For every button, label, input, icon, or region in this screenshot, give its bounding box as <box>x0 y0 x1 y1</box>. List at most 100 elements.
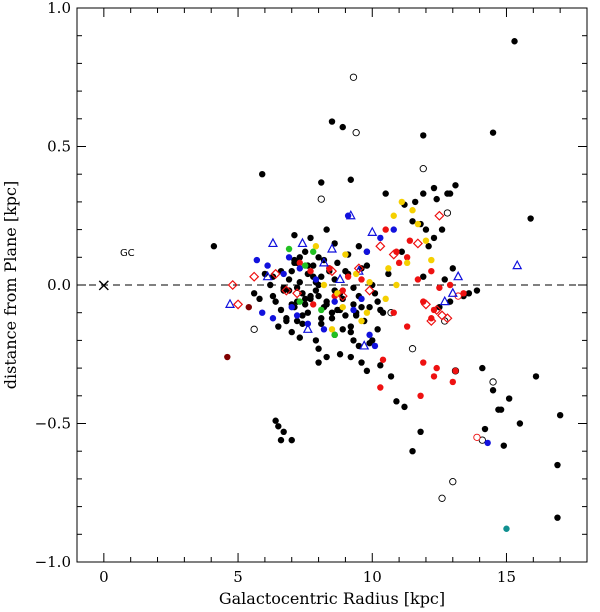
data-point <box>293 284 301 291</box>
data-point <box>296 298 303 305</box>
data-point <box>347 353 354 361</box>
data-point <box>408 345 417 353</box>
data-point <box>428 315 435 322</box>
data-point <box>393 248 400 255</box>
data-point <box>349 73 358 81</box>
galactic-center-label: GC <box>120 248 135 259</box>
data-point <box>291 231 298 239</box>
data-point <box>327 243 337 253</box>
data-point <box>443 209 452 217</box>
data-point <box>312 243 320 250</box>
data-point <box>417 428 424 436</box>
data-point <box>347 328 354 336</box>
data-point <box>414 276 422 283</box>
data-point <box>250 290 258 297</box>
data-point <box>307 234 314 242</box>
data-point <box>401 403 408 411</box>
data-point <box>393 398 400 405</box>
data-point <box>393 281 400 289</box>
data-point <box>420 359 427 366</box>
data-point <box>315 345 322 352</box>
data-point <box>301 262 309 269</box>
data-point <box>390 212 397 219</box>
data-point <box>334 259 341 267</box>
data-point <box>438 226 446 233</box>
data-point <box>352 128 360 137</box>
data-point <box>363 367 371 375</box>
data-point <box>299 312 306 319</box>
data-point <box>267 237 278 248</box>
data-point <box>409 448 416 455</box>
data-point <box>296 254 303 261</box>
data-point <box>419 165 427 173</box>
data-point <box>342 267 349 275</box>
data-point <box>312 287 320 294</box>
data-points <box>210 38 564 532</box>
data-point <box>465 290 473 297</box>
data-point <box>245 303 252 311</box>
data-point <box>412 238 423 249</box>
data-point <box>382 295 389 303</box>
data-point <box>446 281 454 289</box>
data-point <box>302 323 313 333</box>
data-point <box>430 184 438 192</box>
data-point <box>363 262 371 269</box>
data-point <box>326 266 338 277</box>
data-point <box>315 254 322 261</box>
data-point <box>385 270 392 278</box>
data-point <box>434 210 445 221</box>
data-point <box>350 306 357 314</box>
data-point <box>296 334 303 341</box>
data-point <box>420 298 427 305</box>
data-point <box>449 478 457 486</box>
data-point <box>280 428 287 436</box>
data-point <box>516 420 524 427</box>
data-point <box>293 312 301 319</box>
data-point <box>318 320 325 327</box>
data-point <box>323 301 330 308</box>
y-tick-label: −1.0 <box>35 553 71 571</box>
data-point <box>414 220 422 228</box>
data-point <box>382 226 389 233</box>
data-point <box>339 287 346 294</box>
y-tick-label: −0.5 <box>35 415 71 433</box>
data-point <box>387 373 395 380</box>
data-point <box>318 273 325 280</box>
data-point <box>261 270 269 278</box>
data-point <box>336 351 344 358</box>
data-point <box>420 299 431 310</box>
data-point <box>358 359 365 366</box>
data-point <box>210 243 218 250</box>
data-point <box>377 384 384 391</box>
data-point <box>297 237 308 248</box>
data-point <box>262 270 273 281</box>
data-point <box>253 256 261 264</box>
data-point <box>312 276 320 283</box>
data-point <box>363 248 371 255</box>
data-point <box>437 310 448 321</box>
data-point <box>403 323 411 330</box>
data-point <box>331 298 338 305</box>
data-point <box>500 442 507 449</box>
data-point <box>353 263 364 274</box>
data-point <box>398 248 405 255</box>
data-point <box>345 209 356 220</box>
data-point <box>436 303 443 311</box>
data-point <box>366 279 373 286</box>
data-point <box>403 254 411 261</box>
data-point <box>310 248 317 255</box>
data-point <box>481 425 489 433</box>
data-point <box>495 406 502 413</box>
data-point <box>420 190 427 197</box>
data-point <box>250 325 258 333</box>
data-point <box>304 309 312 316</box>
x-axis-title: Galactocentric Radius [kpc] <box>219 589 445 608</box>
axis-tick-labels: 0 5 10 15 −1.0 −0.5 0.0 0.5 1.0 <box>35 0 516 586</box>
data-point <box>328 309 336 316</box>
data-point <box>505 395 513 402</box>
data-point <box>426 315 437 327</box>
data-point <box>422 237 430 244</box>
data-point <box>395 259 403 267</box>
data-point <box>449 378 456 386</box>
data-point <box>318 306 325 314</box>
